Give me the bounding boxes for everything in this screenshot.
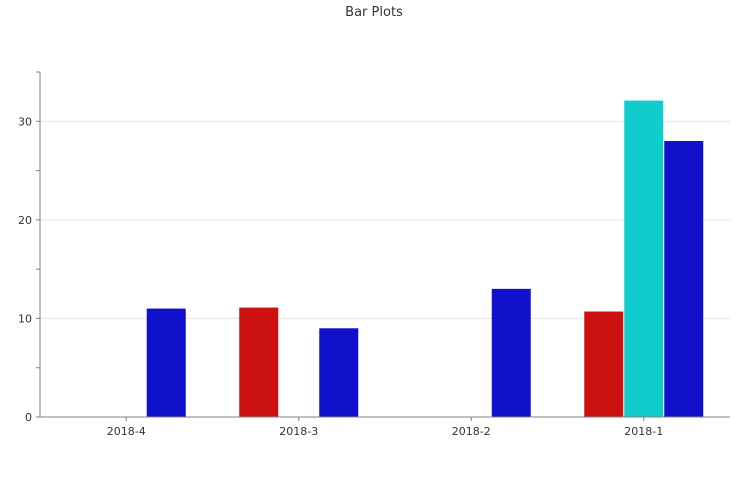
bar-2018-1-series-1[interactable] [584, 311, 624, 417]
x-tick-label: 2018-2 [452, 425, 491, 438]
y-tick-label: 10 [18, 312, 32, 325]
y-tick-label: 20 [18, 214, 32, 227]
y-tick-label: 0 [25, 411, 32, 424]
bar-2018-4-series-3[interactable] [146, 308, 186, 417]
x-tick-label: 2018-1 [624, 425, 663, 438]
bars [146, 100, 704, 417]
chart-title: Bar Plots [345, 5, 403, 20]
y-tick-label: 30 [18, 115, 32, 128]
bar-2018-1-series-3[interactable] [664, 141, 704, 417]
bar-2018-3-series-3[interactable] [319, 328, 359, 417]
x-tick-label: 2018-4 [107, 425, 146, 438]
bar-2018-1-series-2[interactable] [624, 100, 664, 417]
y-axis-ticks: 0 10 20 30 [18, 71, 40, 424]
axes [39, 72, 730, 418]
x-axis-ticks: 2018-4 2018-3 2018-2 2018-1 [107, 417, 663, 438]
bar-2018-2-series-3[interactable] [491, 288, 531, 417]
bar-2018-3-series-1[interactable] [239, 307, 279, 417]
x-tick-label: 2018-3 [279, 425, 318, 438]
